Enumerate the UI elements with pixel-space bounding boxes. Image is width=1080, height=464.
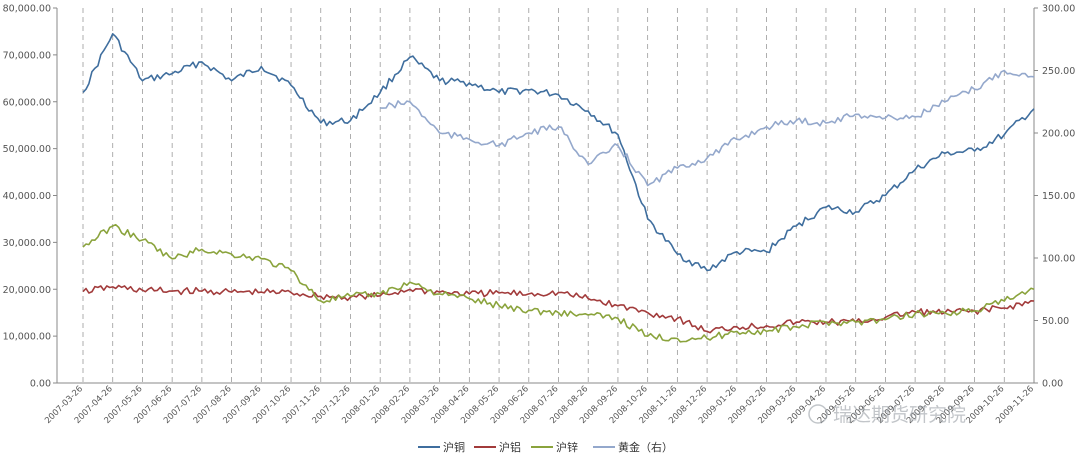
left-tick-label: 50,000.00	[3, 144, 51, 155]
series-line	[82, 223, 1035, 343]
right-tick-label: 0.00	[1042, 379, 1063, 390]
left-tick-label: 10,000.00	[3, 332, 51, 343]
left-tick-label: 40,000.00	[3, 191, 51, 202]
right-tick-label: 50.00	[1042, 316, 1069, 327]
legend-label: 沪锌	[556, 440, 578, 454]
right-tick-label: 300.00	[1042, 4, 1075, 15]
left-tick-label: 20,000.00	[3, 285, 51, 296]
series-layer	[82, 33, 1035, 343]
watermark-logo: 瑞达期货研究院	[808, 404, 966, 426]
left-tick-label: 60,000.00	[3, 97, 51, 108]
watermark-text: 瑞达期货研究院	[833, 404, 966, 426]
left-tick-label: 30,000.00	[3, 238, 51, 249]
right-tick-label: 100.00	[1042, 254, 1075, 265]
series-line	[380, 69, 1035, 187]
legend-label: 沪铝	[499, 440, 521, 454]
right-tick-label: 250.00	[1042, 66, 1075, 77]
wechat-icon	[808, 404, 828, 424]
left-tick-label: 80,000.00	[3, 4, 51, 15]
right-tick-label: 200.00	[1042, 129, 1075, 140]
legend-label: 黄金（右）	[618, 440, 673, 454]
left-tick-label: 70,000.00	[3, 50, 51, 61]
left-tick-label: 0.00	[30, 379, 51, 390]
legend-label: 沪铜	[443, 440, 465, 454]
axis-layer: 0.00 10,000.00 20,000.00 30,000.00 40,000.00…	[3, 4, 1076, 427]
right-tick-label: 150.00	[1042, 191, 1075, 202]
legend: 沪铜 沪铝 沪锌 黄金（右）	[418, 440, 673, 454]
series-line	[82, 284, 1035, 334]
grid-layer	[82, 8, 1035, 383]
series-line	[82, 33, 1035, 272]
